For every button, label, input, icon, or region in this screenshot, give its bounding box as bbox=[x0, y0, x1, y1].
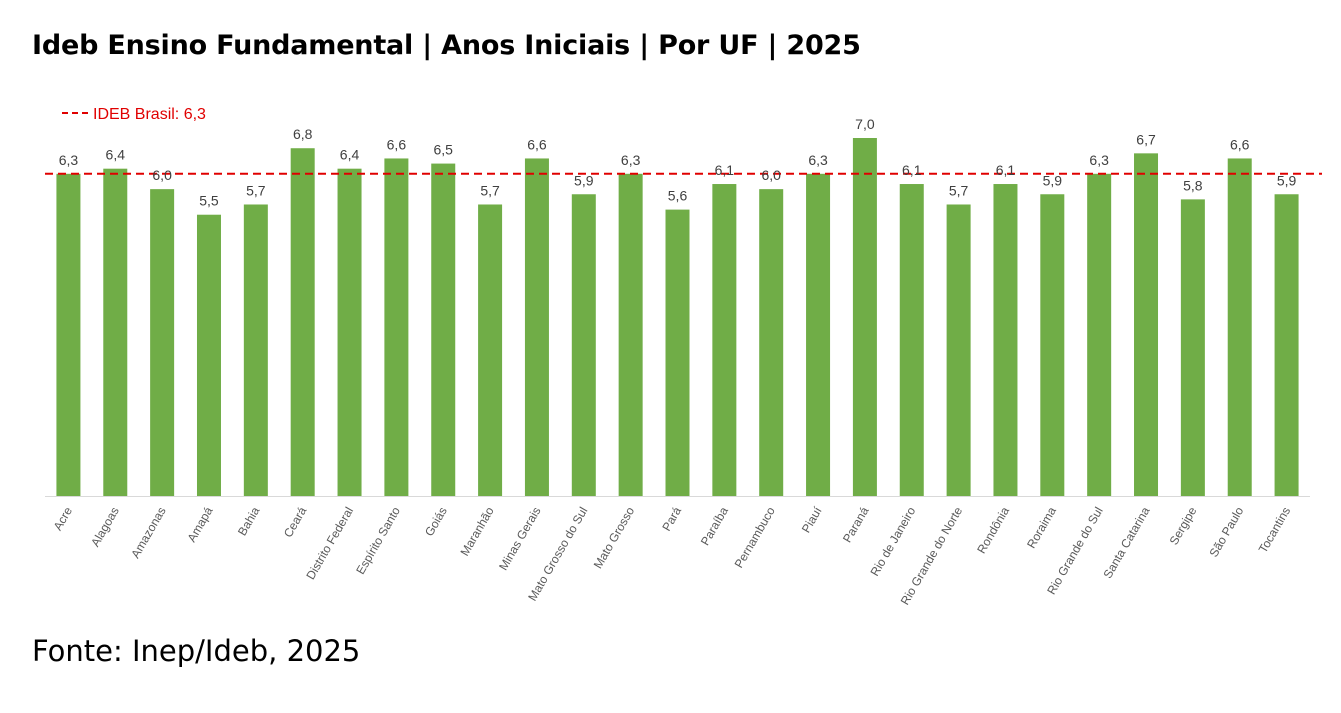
bar bbox=[1040, 194, 1065, 496]
bar-value-label: 6,3 bbox=[59, 152, 79, 168]
bar-value-label: 6,0 bbox=[761, 167, 781, 183]
bar bbox=[196, 214, 221, 496]
x-tick-label: Piauí bbox=[799, 504, 825, 535]
bar bbox=[103, 168, 128, 496]
bar-value-label: 5,7 bbox=[246, 182, 266, 198]
x-tick-label: Maranhão bbox=[458, 504, 497, 558]
bar bbox=[1274, 194, 1299, 496]
bar bbox=[337, 168, 362, 496]
bar bbox=[759, 189, 784, 496]
x-tick-label: Espírito Santo bbox=[353, 504, 403, 577]
bar bbox=[993, 184, 1018, 496]
bar-value-label: 5,6 bbox=[668, 188, 688, 204]
reference-line-group: IDEB Brasil: 6,3 bbox=[45, 106, 1322, 175]
bar-value-label: 6,4 bbox=[106, 147, 126, 163]
x-tick-labels-group: Acre Alagoas Amazonas Amapá Bahia CearáDistri… bbox=[51, 504, 1294, 607]
bar-value-label: 6,8 bbox=[293, 126, 313, 142]
x-tick-label: Rondônia bbox=[974, 504, 1012, 556]
bar-value-label: 6,1 bbox=[902, 162, 922, 178]
bar bbox=[806, 173, 831, 497]
bar bbox=[478, 204, 503, 496]
x-tick-label: Paraná bbox=[840, 504, 872, 545]
bar bbox=[571, 194, 596, 496]
bar bbox=[712, 184, 737, 496]
x-tick-label: Alagoas bbox=[88, 505, 122, 550]
bar-value-label: 6,6 bbox=[387, 136, 407, 152]
bar bbox=[243, 204, 268, 496]
bar bbox=[56, 173, 81, 497]
x-tick-label: Minas Gerais bbox=[496, 505, 543, 573]
x-tick-label: Ceará bbox=[281, 504, 310, 540]
x-tick-label: Amazonas bbox=[128, 505, 168, 561]
bar bbox=[1087, 173, 1112, 497]
bar-value-label: 5,9 bbox=[1277, 172, 1297, 188]
x-tick-label: Bahia bbox=[235, 504, 263, 538]
x-tick-label: Santa Catarina bbox=[1100, 504, 1152, 581]
chart-title: Ideb Ensino Fundamental | Anos Iniciais … bbox=[32, 30, 861, 61]
bar-value-label: 6,0 bbox=[152, 167, 172, 183]
x-tick-label: Amapá bbox=[184, 504, 215, 544]
value-labels-group: 6,3 6,4 6,0 5,5 5,7 6,8 6,4 6,6 6,5 5,7 6,6 5,9 6,3 5… bbox=[59, 116, 1297, 209]
bar bbox=[852, 138, 877, 496]
x-tick-label: Distrito Federal bbox=[303, 505, 356, 582]
bar bbox=[290, 148, 315, 496]
x-tick-label: Paraíba bbox=[698, 504, 731, 548]
bar-value-label: 6,7 bbox=[1136, 131, 1156, 147]
reference-legend-label: IDEB Brasil: 6,3 bbox=[93, 106, 206, 123]
bar-value-label: 5,5 bbox=[199, 193, 219, 209]
source-note: Fonte: Inep/Ideb, 2025 bbox=[32, 634, 361, 668]
bar bbox=[431, 163, 456, 497]
bar bbox=[1134, 153, 1159, 497]
bar-value-label: 6,3 bbox=[621, 152, 641, 168]
x-tick-label: Rio de Janeiro bbox=[868, 504, 919, 578]
bar bbox=[618, 173, 643, 497]
bar bbox=[946, 204, 971, 496]
bar bbox=[899, 184, 924, 496]
bar-value-label: 6,4 bbox=[340, 147, 360, 163]
bar-value-label: 7,0 bbox=[855, 116, 875, 132]
bar-value-label: 6,6 bbox=[527, 136, 547, 152]
x-tick-label: São Paulo bbox=[1207, 504, 1247, 559]
x-tick-label: Mato Grosso bbox=[591, 504, 638, 571]
bar-value-label: 5,7 bbox=[480, 182, 500, 198]
bar-value-label: 6,3 bbox=[808, 152, 828, 168]
x-tick-label: Pará bbox=[659, 504, 684, 533]
bar-value-label: 6,1 bbox=[715, 162, 735, 178]
bar-value-label: 6,3 bbox=[1089, 152, 1109, 168]
bar bbox=[1227, 158, 1252, 496]
bar-value-label: 5,8 bbox=[1183, 177, 1203, 193]
bar-value-label: 6,1 bbox=[996, 162, 1016, 178]
x-tick-label: Pernambuco bbox=[732, 504, 778, 570]
bar bbox=[384, 158, 409, 496]
bar bbox=[665, 209, 690, 496]
bar-value-label: 5,7 bbox=[949, 182, 969, 198]
bar-value-label: 6,6 bbox=[1230, 136, 1250, 152]
bar bbox=[150, 189, 175, 496]
bar bbox=[524, 158, 549, 496]
bars-group bbox=[56, 138, 1299, 497]
x-tick-label: Goiás bbox=[422, 505, 450, 539]
bar bbox=[1180, 199, 1205, 496]
x-tick-label: Sergipe bbox=[1167, 504, 1200, 547]
x-tick-label: Acre bbox=[51, 504, 76, 533]
x-tick-label: Roraima bbox=[1024, 504, 1059, 551]
bar-value-label: 5,9 bbox=[574, 172, 594, 188]
x-tick-label: Tocantins bbox=[1256, 505, 1293, 556]
bar-value-label: 5,9 bbox=[1043, 172, 1063, 188]
bar-value-label: 6,5 bbox=[434, 142, 454, 158]
